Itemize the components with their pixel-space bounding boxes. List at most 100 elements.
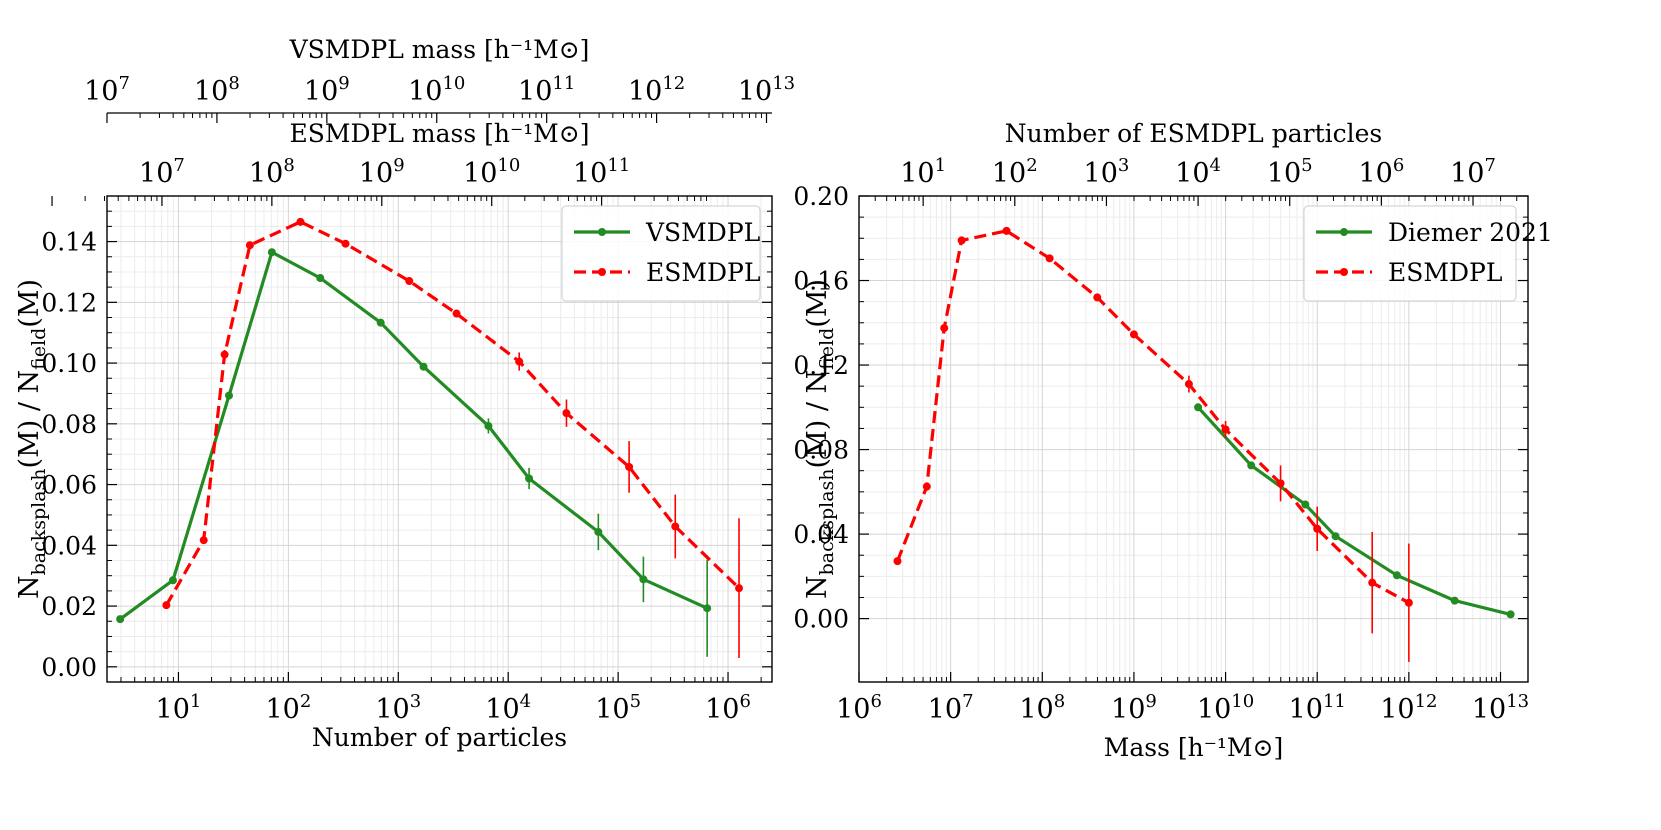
data-point bbox=[162, 601, 171, 610]
y-tick-label: 0.00 bbox=[793, 605, 849, 634]
data-point bbox=[316, 274, 325, 283]
y-tick-label: 0.04 bbox=[793, 520, 849, 549]
data-point bbox=[703, 604, 712, 613]
top-tick-label: 104 bbox=[1175, 155, 1221, 189]
top-tick-label: 1013 bbox=[738, 73, 795, 107]
x-tick-label: 108 bbox=[1019, 691, 1065, 725]
top-tick-label: 109 bbox=[359, 155, 405, 189]
data-point bbox=[671, 522, 680, 531]
series-line bbox=[119, 250, 708, 621]
data-point bbox=[639, 575, 648, 584]
x-tick-label: 106 bbox=[836, 691, 882, 725]
series-diemer-2021 bbox=[1194, 403, 1515, 619]
legend-label: ESMDPL bbox=[1388, 258, 1502, 287]
x-tick-label: 102 bbox=[265, 691, 311, 725]
legend-label: ESMDPL bbox=[646, 258, 760, 287]
data-point bbox=[1368, 578, 1377, 587]
data-point bbox=[940, 324, 949, 333]
top-tick-label: 102 bbox=[992, 155, 1038, 189]
data-point bbox=[1194, 403, 1203, 412]
y-tick-label: 0.08 bbox=[41, 410, 97, 439]
data-point bbox=[1313, 524, 1322, 533]
y-tick-label: 0.10 bbox=[41, 349, 97, 378]
data-point bbox=[225, 391, 234, 400]
data-point bbox=[1093, 293, 1102, 302]
left-panel: 101 102 103 104 105 106 0.00 0.02 0.04 0.06 0.08 0.… bbox=[14, 35, 795, 752]
data-point bbox=[419, 362, 428, 371]
top-tick-label: 107 bbox=[139, 155, 185, 189]
top-axis-title: VSMDPL mass [h⁻¹M⊙] bbox=[289, 35, 590, 64]
data-point bbox=[1404, 598, 1413, 607]
y-tick-label: 0.04 bbox=[41, 531, 97, 560]
top-tick-label: 108 bbox=[249, 155, 295, 189]
y-tick-label: 0.06 bbox=[41, 471, 97, 500]
x-tick-label: 1010 bbox=[1197, 691, 1254, 725]
series-vsmdpl bbox=[116, 248, 712, 657]
top-tick-label: 105 bbox=[1267, 155, 1313, 189]
data-point bbox=[1184, 380, 1193, 389]
top-axis: 101 102 103 104 105 106 107 Number of ESMDPL pa… bbox=[858, 119, 1518, 206]
y-tick-label: 0.20 bbox=[793, 182, 849, 211]
data-point bbox=[341, 239, 350, 248]
data-point bbox=[296, 217, 305, 226]
series-esmdpl bbox=[162, 217, 744, 659]
x-tick-label: 104 bbox=[485, 691, 531, 725]
x-tick-label: 107 bbox=[928, 691, 974, 725]
x-tick-label: 1013 bbox=[1472, 691, 1529, 725]
legend-box bbox=[1303, 205, 1517, 302]
data-point bbox=[1450, 596, 1459, 605]
data-point bbox=[735, 584, 744, 593]
series-line bbox=[896, 229, 1410, 605]
data-point bbox=[199, 536, 208, 545]
x-tick-label: 109 bbox=[1111, 691, 1157, 725]
data-point bbox=[1002, 226, 1011, 235]
top-tick-label: 1012 bbox=[628, 73, 685, 107]
data-point bbox=[116, 615, 125, 624]
data-point bbox=[245, 241, 254, 250]
top-axis-title: ESMDPL mass [h⁻¹M⊙] bbox=[290, 119, 590, 148]
data-point bbox=[515, 357, 524, 366]
y-tick-label: 0.12 bbox=[41, 288, 97, 317]
y-tick-label: 0.02 bbox=[41, 592, 97, 621]
data-point bbox=[484, 421, 493, 430]
top-tick-label: 107 bbox=[1450, 155, 1496, 189]
top-tick-label: 1011 bbox=[573, 155, 630, 189]
data-point bbox=[220, 350, 229, 359]
series-esmdpl bbox=[893, 226, 1413, 662]
legend: VSMDPL ESMDPL bbox=[561, 205, 761, 302]
x-tick-label: 106 bbox=[705, 691, 751, 725]
data-point bbox=[1331, 532, 1340, 541]
legend-label: VSMDPL bbox=[645, 218, 760, 247]
x-axis-title: Mass [h⁻¹M⊙] bbox=[1104, 733, 1283, 762]
data-point bbox=[1045, 254, 1054, 263]
top-axis: 107 108 109 1010 1011 1012 1013 VSMDPL mass [h⁻… bbox=[84, 35, 795, 123]
data-point bbox=[562, 409, 571, 418]
data-point bbox=[957, 236, 966, 245]
legend-marker bbox=[598, 268, 606, 276]
y-tick-label: 0.14 bbox=[41, 228, 97, 257]
x-tick-label: 1012 bbox=[1380, 691, 1437, 725]
data-point bbox=[893, 557, 902, 566]
data-point bbox=[1247, 461, 1256, 470]
data-point bbox=[1129, 330, 1138, 339]
y-tick-label: 0.00 bbox=[41, 653, 97, 682]
legend-marker bbox=[1340, 268, 1348, 276]
top-axis-title: Number of ESMDPL particles bbox=[1005, 119, 1383, 148]
top-tick-label: 106 bbox=[1358, 155, 1404, 189]
top-tick-label: 101 bbox=[900, 155, 946, 189]
data-point bbox=[594, 527, 603, 536]
data-point bbox=[922, 482, 931, 491]
legend-box bbox=[561, 205, 761, 302]
y-axis-title: Nbacksplash(M) / Nfield(M) bbox=[802, 279, 838, 599]
x-tick-label: 105 bbox=[595, 691, 641, 725]
data-point bbox=[267, 248, 276, 257]
legend-label: Diemer 2021 bbox=[1388, 218, 1553, 247]
y-tick-label: 0.08 bbox=[793, 436, 849, 465]
data-point bbox=[1506, 610, 1515, 619]
x-tick-label: 103 bbox=[375, 691, 421, 725]
x-axis-title: Number of particles bbox=[312, 723, 567, 752]
data-point bbox=[1221, 425, 1230, 434]
data-point bbox=[376, 318, 385, 327]
x-tick-label: 1011 bbox=[1289, 691, 1346, 725]
